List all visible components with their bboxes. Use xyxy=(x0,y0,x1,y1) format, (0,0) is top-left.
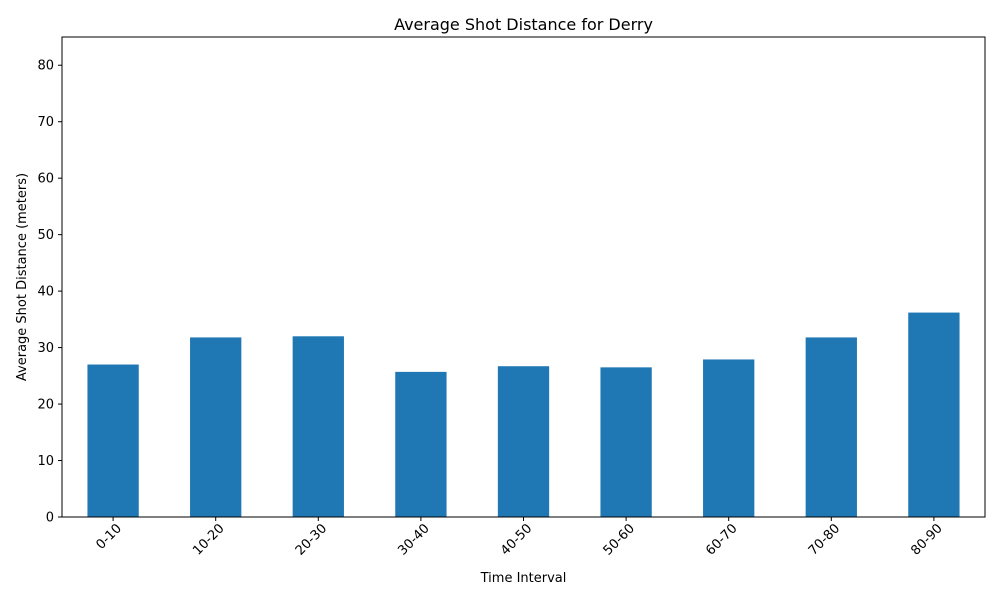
x-tick-label: 10-20 xyxy=(190,521,227,558)
y-tick-label: 50 xyxy=(37,228,54,243)
bar-60-70 xyxy=(703,359,755,517)
x-tick-label: 0-10 xyxy=(93,521,124,552)
chart-title: Average Shot Distance for Derry xyxy=(394,15,653,34)
bar-0-10 xyxy=(87,364,139,517)
x-tick-label: 50-60 xyxy=(601,521,638,558)
x-axis-label: Time Interval xyxy=(480,571,567,586)
y-axis: 0 10 20 30 40 50 60 70 80 xyxy=(37,59,62,526)
y-tick-label: 80 xyxy=(37,59,54,74)
x-tick-label: 40-50 xyxy=(498,521,535,558)
y-tick-label: 10 xyxy=(37,454,54,469)
bar-40-50 xyxy=(497,366,550,517)
y-tick-label: 20 xyxy=(37,398,54,413)
y-tick-label: 0 xyxy=(46,511,54,526)
x-tick-label: 20-30 xyxy=(293,521,330,558)
plot-frame xyxy=(61,36,986,518)
x-tick-label: 30-40 xyxy=(395,521,432,558)
bar-20-30 xyxy=(292,336,344,517)
x-tick-label: 60-70 xyxy=(703,521,740,558)
bar-50-60 xyxy=(600,367,652,517)
bar-70-80 xyxy=(805,337,857,517)
x-axis: 0-10 10-20 20-30 30-40 40-50 50-60 60-70 70-80 8… xyxy=(93,517,946,559)
x-tick-label: 70-80 xyxy=(806,521,843,558)
bar-30-40 xyxy=(395,371,447,517)
x-tick-label: 80-90 xyxy=(908,521,945,558)
y-tick-label: 60 xyxy=(37,172,54,187)
y-axis-label: Average Shot Distance (meters) xyxy=(15,173,30,381)
bars-group xyxy=(87,312,960,517)
bar-10-20 xyxy=(190,337,242,517)
y-tick-label: 30 xyxy=(37,341,54,356)
bar-80-90 xyxy=(908,312,960,517)
y-tick-label: 40 xyxy=(37,285,54,300)
y-tick-label: 70 xyxy=(37,115,54,130)
